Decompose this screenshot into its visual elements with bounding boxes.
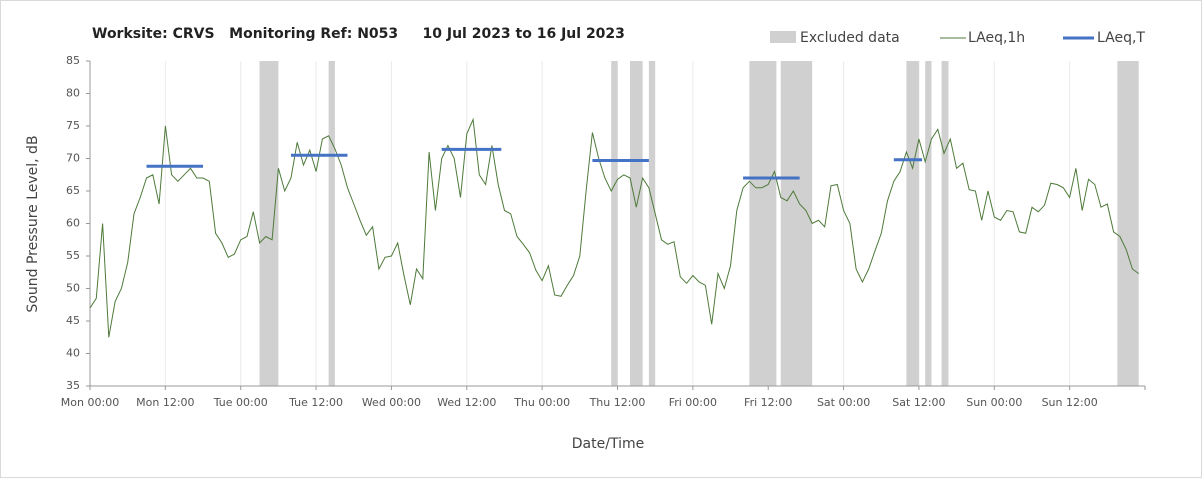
x-tick-label: Mon 00:00: [61, 396, 119, 409]
excluded-band: [648, 61, 656, 386]
y-tick-label: 85: [66, 54, 80, 67]
y-tick-label: 80: [66, 87, 80, 100]
y-tick-label: 40: [66, 347, 80, 360]
excluded-band: [925, 61, 932, 386]
x-tick-label: Fri 00:00: [669, 396, 717, 409]
excluded-band: [749, 61, 777, 386]
y-tick-label: 35: [66, 379, 80, 392]
x-tick-label: Thu 00:00: [513, 396, 570, 409]
x-tick-label: Wed 12:00: [437, 396, 496, 409]
x-tick-label: Mon 12:00: [136, 396, 194, 409]
y-tick-label: 60: [66, 217, 80, 230]
legend-label: LAeq,T: [1097, 30, 1145, 46]
excluded-band: [906, 61, 919, 386]
chart-title: Worksite: CRVS Monitoring Ref: N053 10 J…: [92, 26, 625, 42]
excluded-band: [1117, 61, 1139, 386]
excluded-band: [941, 61, 949, 386]
x-tick-label: Sat 00:00: [817, 396, 870, 409]
excluded-band: [328, 61, 335, 386]
x-tick-label: Tue 00:00: [213, 396, 268, 409]
y-tick-label: 50: [66, 282, 80, 295]
x-tick-label: Thu 12:00: [589, 396, 646, 409]
legend-swatch: [770, 31, 796, 43]
y-tick-label: 45: [66, 314, 80, 327]
y-axis-label: Sound Pressure Level, dB: [25, 135, 41, 312]
y-tick-label: 65: [66, 184, 80, 197]
laeq-1h-line: [89, 117, 1139, 338]
excluded-band: [780, 61, 813, 386]
legend-label: LAeq,1h: [968, 30, 1025, 46]
y-tick-label: 70: [66, 152, 80, 165]
excluded-band: [611, 61, 618, 386]
x-tick-label: Sun 12:00: [1042, 396, 1098, 409]
x-tick-label: Fri 12:00: [744, 396, 792, 409]
excluded-band: [259, 61, 279, 386]
x-tick-label: Sun 00:00: [966, 396, 1022, 409]
x-tick-label: Tue 12:00: [288, 396, 343, 409]
y-tick-label: 55: [66, 249, 80, 262]
y-tick-label: 75: [66, 119, 80, 132]
legend-label: Excluded data: [800, 30, 900, 46]
x-tick-label: Wed 00:00: [362, 396, 421, 409]
excluded-band: [630, 61, 643, 386]
x-tick-label: Sat 12:00: [892, 396, 945, 409]
x-axis-label: Date/Time: [572, 436, 644, 452]
